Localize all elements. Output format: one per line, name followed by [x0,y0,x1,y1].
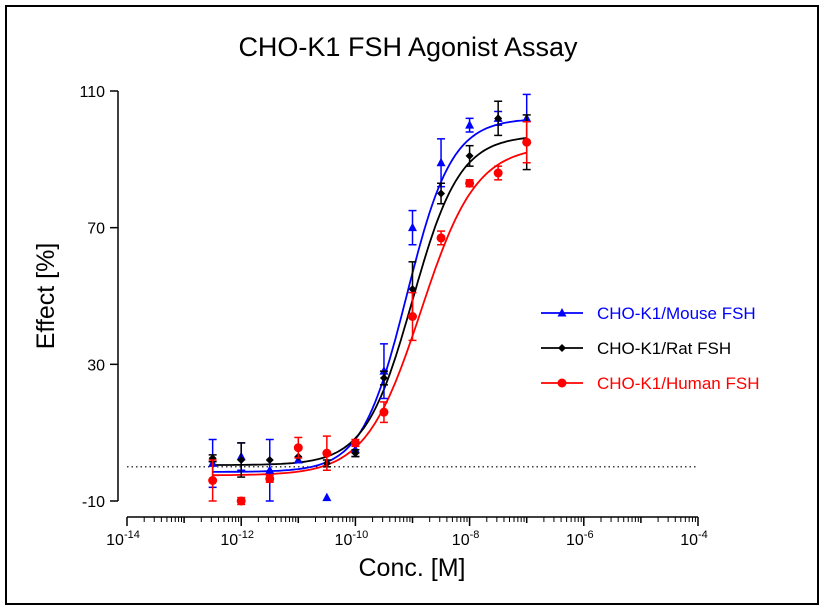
fit-curve-0 [212,119,527,473]
data-point [465,178,475,188]
data-point [265,465,275,474]
data-point [265,474,275,484]
x-tick-label: 10-6 [566,529,594,549]
legend-label: CHO-K1/Human FSH [597,374,759,393]
data-point [236,496,246,506]
data-point [351,449,360,458]
x-tick-label: 10-10 [335,529,369,549]
legend-marker [557,308,567,317]
chart-title: CHO-K1 FSH Agonist Assay [238,32,578,62]
x-axis-label: Conc. [M] [359,554,466,582]
data-point [494,114,503,123]
y-tick-label: 30 [87,357,105,374]
x-tick-label: 10-14 [106,529,140,549]
data-point [350,438,360,448]
x-tick-label: 10-4 [680,529,708,549]
x-tick-label: 10-8 [452,529,480,549]
data-point [408,222,417,232]
data-point [208,476,218,485]
fit-curve-2 [212,151,527,477]
legend-label: CHO-K1/Rat FSH [597,339,731,358]
x-tick-label: 10-12 [220,529,254,549]
data-point [322,492,332,502]
y-tick-label: -10 [82,494,105,511]
y-axis-label: Effect [%] [32,243,60,350]
data-point [465,151,474,160]
data-point [379,407,389,417]
data-point [522,137,532,147]
y-tick-label: 110 [79,84,105,101]
data-point [293,443,303,453]
data-point [237,456,246,464]
data-point [408,312,417,321]
data-point [408,285,417,294]
data-point [465,120,475,129]
data-point [493,168,503,178]
data-point [437,189,446,198]
data-point [436,233,446,243]
chart-frame [5,5,819,605]
data-point [265,456,274,464]
data-point [379,374,388,382]
data-point [436,157,446,167]
fit-curve-1 [212,137,527,466]
y-tick-label: 70 [87,221,105,238]
data-point [322,448,332,458]
legend-marker [558,344,566,352]
legend-marker [557,378,567,388]
legend-label: CHO-K1/Mouse FSH [597,304,756,323]
